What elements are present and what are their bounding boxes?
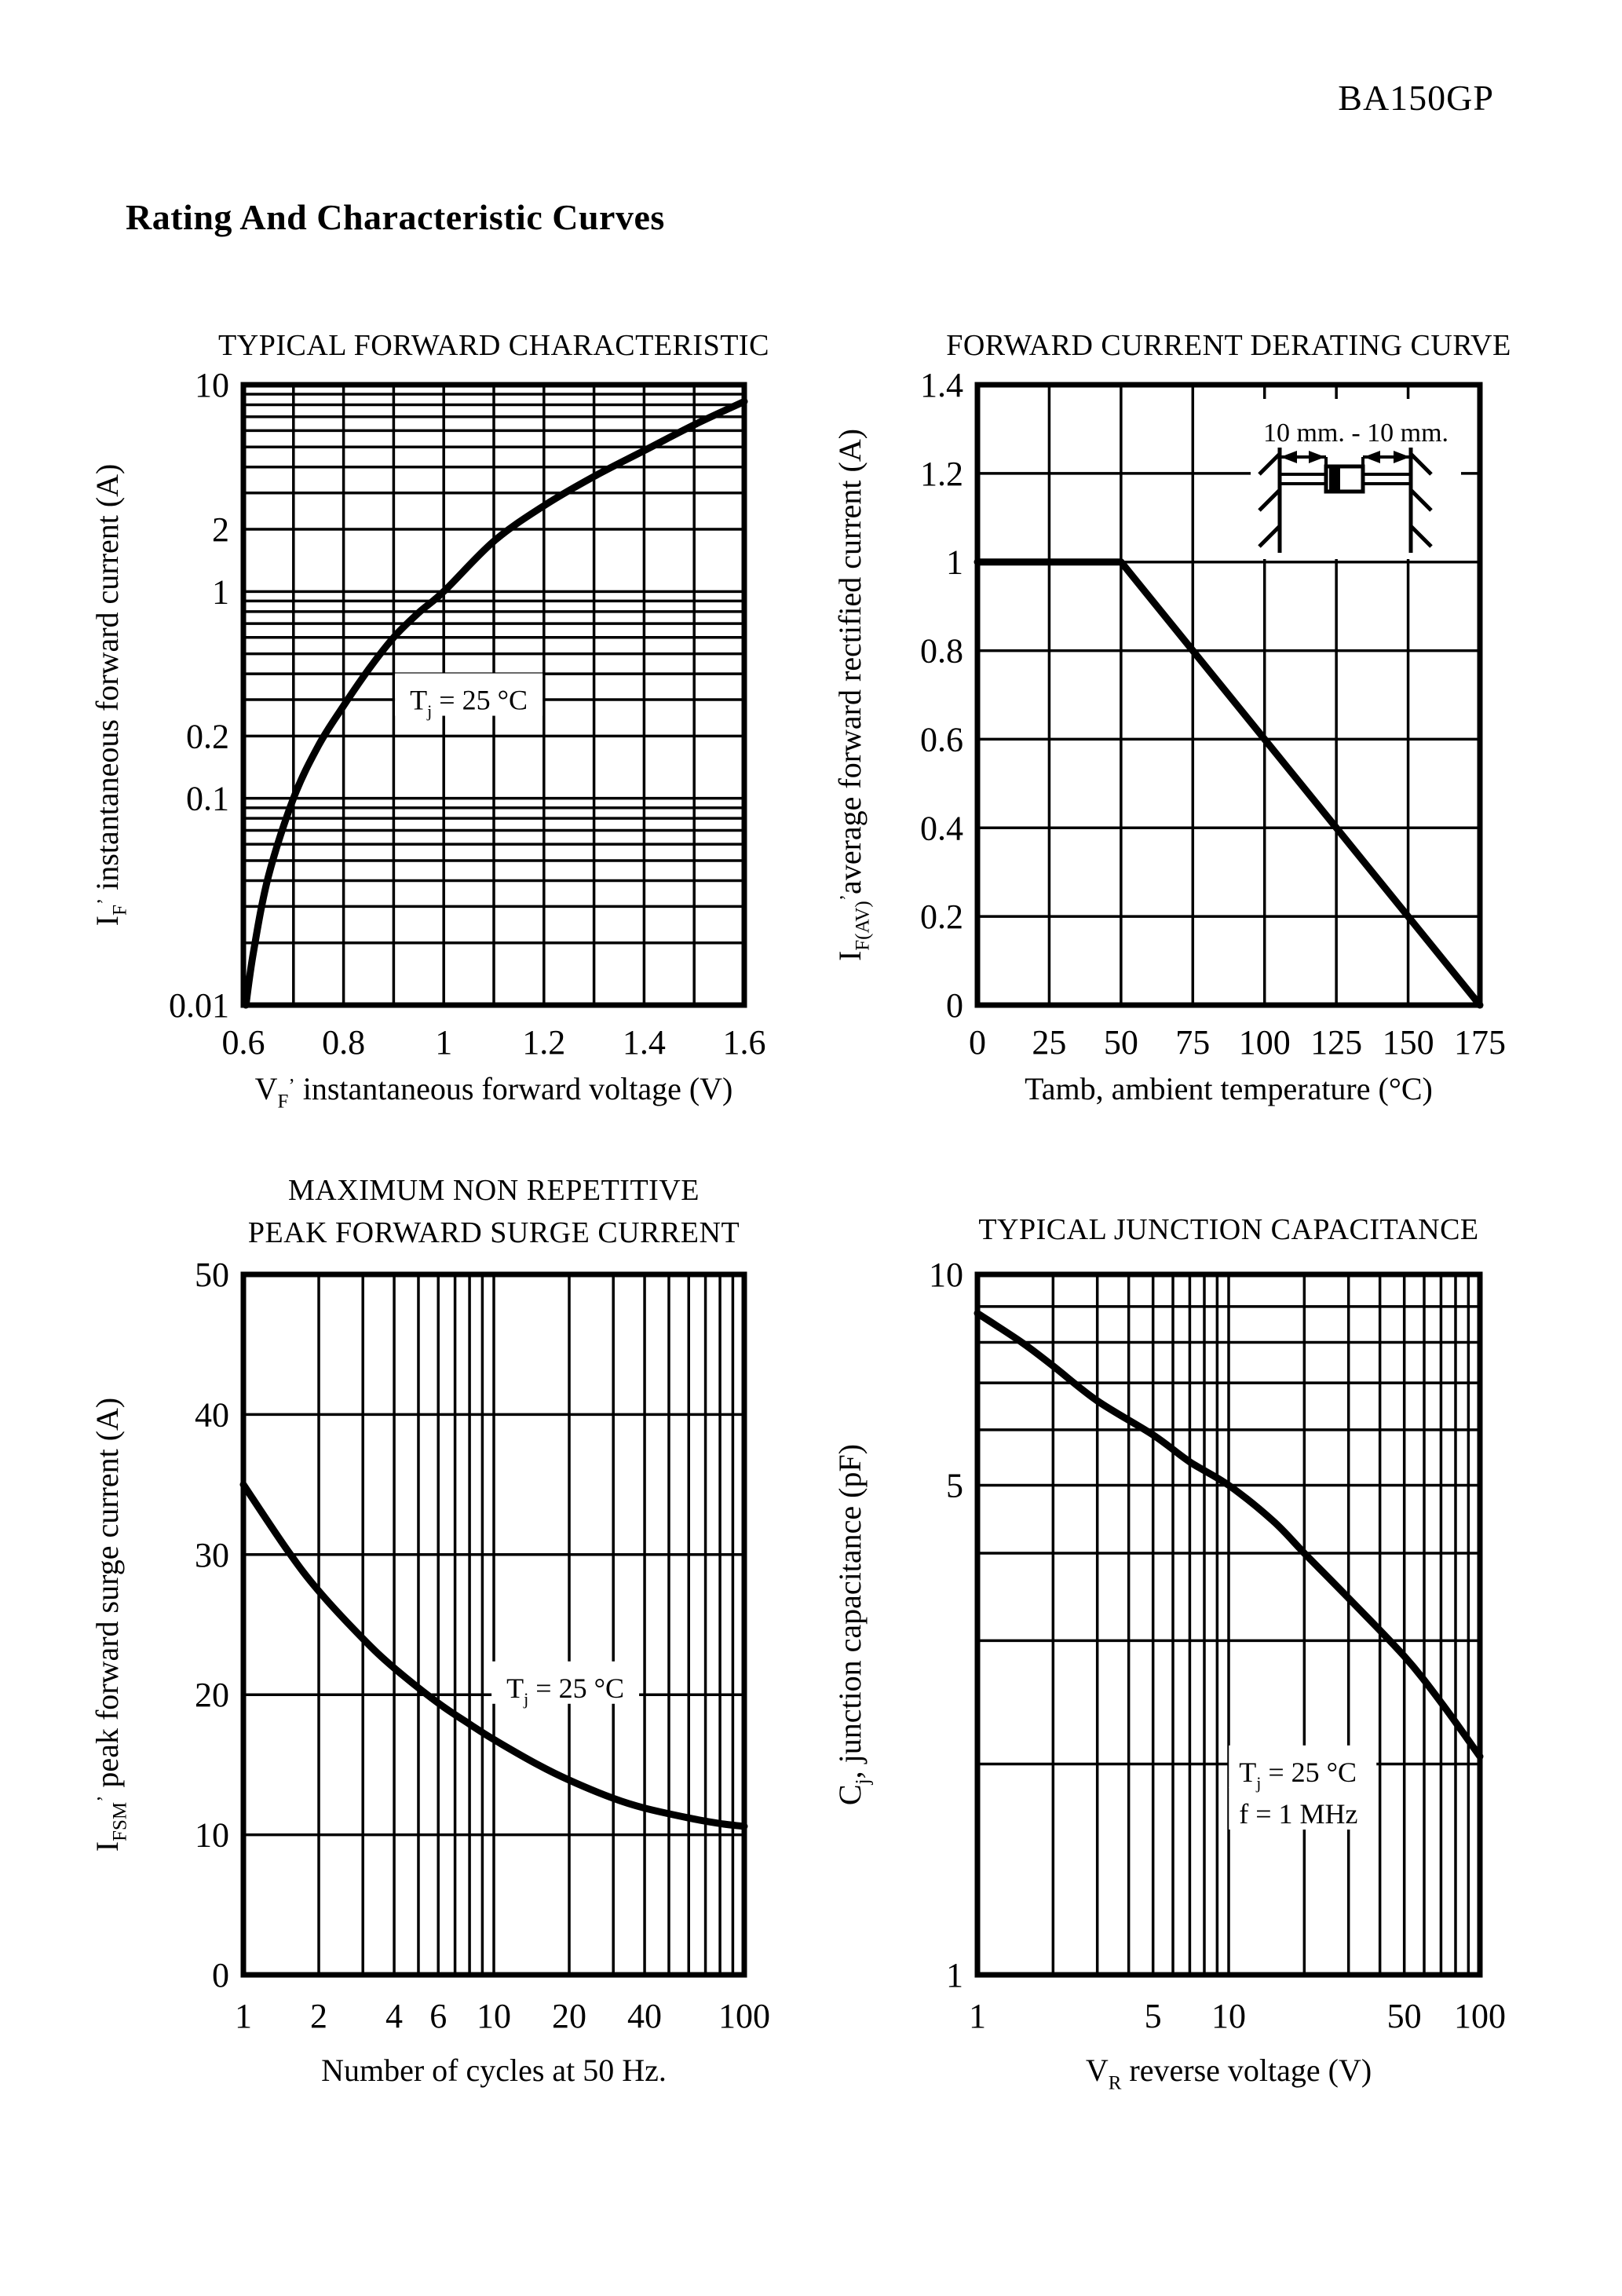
x-tick-label: 150 [1383, 1023, 1434, 1062]
chart-title: FORWARD CURRENT DERATING CURVE [946, 329, 1511, 362]
inset-label: 10 mm. - 10 mm. [1263, 419, 1448, 448]
chart-forward-characteristic: TYPICAL FORWARD CHARACTERISTIC 0.6 0.8 1 1.2… [90, 329, 769, 1112]
plot-border [240, 382, 747, 1008]
y-axis-label: IF’ instantaneous forward current (A) [90, 464, 130, 927]
x-tick-label: 25 [1032, 1023, 1066, 1062]
x-tick-label: 10 [477, 1997, 511, 2035]
x-tick-label: 1 [969, 1997, 986, 2035]
x-tick-label: 40 [627, 1997, 662, 2035]
annotation-bg [1229, 1786, 1364, 1830]
y-tick-label: 1 [946, 543, 963, 582]
x-axis-label: Number of cycles at 50 Hz. [321, 2053, 667, 2088]
x-tick-label: 6 [429, 1997, 447, 2035]
x-axis-label: VR reverse voltage (V) [1086, 2053, 1372, 2093]
y-tick-label: 10 [195, 366, 229, 404]
y-tick-label: 1 [946, 1956, 963, 1994]
x-tick-label: 175 [1454, 1023, 1506, 1062]
x-tick-label: 50 [1104, 1023, 1138, 1062]
chart-title: TYPICAL FORWARD CHARACTERISTIC [218, 329, 769, 362]
annotation-bg [395, 673, 543, 716]
y-tick-label: 20 [195, 1676, 229, 1714]
plot-border [240, 1271, 747, 1978]
x-tick-label: 100 [718, 1997, 770, 2035]
gridlines [977, 1274, 1480, 1975]
y-tick-label: 2 [212, 510, 229, 549]
annotation-bg [491, 1661, 640, 1704]
x-axis-label: VF’ instantaneous forward voltage (V) [255, 1071, 733, 1112]
gridlines [243, 1274, 744, 1975]
y-tick-label: 40 [195, 1395, 229, 1434]
y-tick-label: 0.1 [186, 780, 229, 818]
y-tick-label: 0.01 [169, 986, 229, 1025]
x-tick-label: 1.6 [723, 1023, 766, 1062]
x-tick-label: 0.6 [222, 1023, 265, 1062]
plot-border [974, 382, 1483, 1008]
chart-derating-curve: 10 mm. - 10 mm. FORWARD CURRENT DERATING … [832, 329, 1511, 1106]
x-tick-label: 0.8 [322, 1023, 365, 1062]
chart-junction-capacitance: TYPICAL JUNCTION CAPACITANCE 1 5 10 50 100 10 5… [832, 1213, 1506, 2093]
annotation-bg [1229, 1745, 1377, 1788]
x-tick-label: 5 [1145, 1997, 1162, 2035]
y-tick-label: 1.2 [920, 455, 963, 493]
y-tick-label: 5 [946, 1467, 963, 1505]
x-tick-label: 4 [385, 1997, 403, 2035]
y-tick-label: 0.6 [920, 720, 963, 759]
y-tick-label: 0 [212, 1956, 229, 1994]
y-tick-label: 10 [195, 1816, 229, 1855]
curve-derating-curve [974, 558, 1484, 1009]
chart-surge-current: MAXIMUM NON REPETITIVE PEAK FORWARD SURGE… [90, 1174, 770, 2088]
y-tick-label: 1 [212, 572, 229, 611]
x-tick-label: 1.2 [522, 1023, 565, 1062]
x-tick-label: 125 [1310, 1023, 1362, 1062]
x-tick-label: 100 [1454, 1997, 1506, 2035]
y-tick-label: 50 [195, 1256, 229, 1294]
product-code: BA150GP [1338, 78, 1494, 118]
x-tick-label: 0 [969, 1023, 986, 1062]
cathode-band [1329, 466, 1340, 492]
x-tick-label: 1 [435, 1023, 452, 1062]
page-title: Rating And Characteristic Curves [126, 197, 665, 237]
y-tick-label: 30 [195, 1536, 229, 1574]
x-axis-label: Tamb, ambient temperature (°C) [1025, 1071, 1433, 1106]
x-tick-label: 75 [1175, 1023, 1210, 1062]
y-axis-label: IF(AV)’average forward rectified current… [832, 429, 873, 961]
plot-border [974, 1271, 1483, 1978]
curve-forward-characteristic [242, 397, 748, 1009]
chart-title: TYPICAL JUNCTION CAPACITANCE [978, 1213, 1478, 1246]
y-tick-label: 1.4 [920, 366, 963, 404]
y-tick-label: 0.8 [920, 632, 963, 671]
y-tick-label: 0.4 [920, 809, 963, 847]
y-tick-label: 0.2 [186, 717, 229, 755]
annotation: Tj = 25 °C [1239, 1757, 1357, 1793]
annotation: Tj = 25 °C [410, 685, 528, 721]
x-tick-label: 1 [235, 1997, 252, 2035]
gridlines [243, 385, 744, 1005]
annotation: f = 1 MHz [1239, 1798, 1357, 1830]
y-tick-label: 0.2 [920, 898, 963, 936]
curve-junction-capacitance [974, 1310, 1484, 1760]
y-axis-label: IFSM’ peak forward surge current (A) [90, 1398, 130, 1852]
x-tick-label: 50 [1387, 1997, 1422, 2035]
annotation: Tj = 25 °C [506, 1673, 624, 1709]
package-inset: 10 mm. - 10 mm. [1251, 399, 1461, 559]
x-tick-label: 20 [552, 1997, 586, 2035]
x-tick-label: 10 [1211, 1997, 1246, 2035]
y-axis-label: Cj, junction capacitance (pF) [832, 1444, 873, 1805]
x-tick-label: 1.4 [623, 1023, 666, 1062]
chart-title: MAXIMUM NON REPETITIVE [288, 1174, 700, 1207]
y-tick-label: 0 [946, 986, 963, 1025]
chart-title: PEAK FORWARD SURGE CURRENT [248, 1216, 740, 1249]
x-tick-label: 100 [1239, 1023, 1291, 1062]
curve-surge-current [239, 1481, 748, 1830]
y-tick-label: 10 [929, 1256, 963, 1294]
x-tick-label: 2 [310, 1997, 327, 2035]
